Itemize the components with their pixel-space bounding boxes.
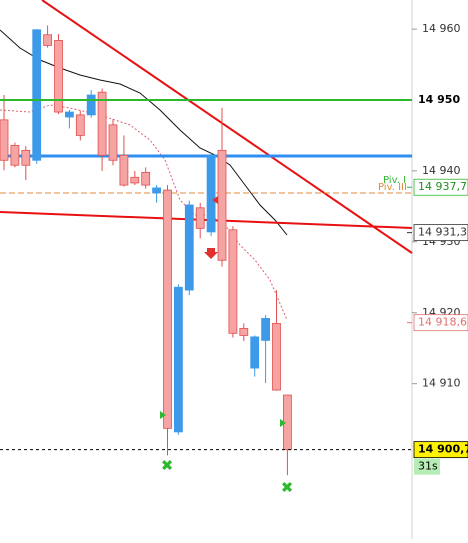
candle-body xyxy=(261,318,271,341)
candle-body xyxy=(86,94,96,116)
signal-marker xyxy=(160,411,166,419)
candle-body xyxy=(54,40,63,113)
candle-body xyxy=(43,34,52,46)
price-label: 14 937,7 xyxy=(418,180,467,193)
candle-body xyxy=(0,119,9,161)
cross-marker: ✖ xyxy=(281,479,294,497)
cross-marker: ✖ xyxy=(161,457,174,475)
price-tag xyxy=(413,314,468,332)
price-tag xyxy=(414,91,468,108)
signal-marker xyxy=(212,196,218,204)
candle-body xyxy=(250,336,260,369)
candle-body xyxy=(272,322,281,391)
candle-body xyxy=(10,144,20,166)
trendline xyxy=(0,211,413,229)
candle-body xyxy=(239,327,249,336)
moving-average xyxy=(0,29,288,236)
candle-body xyxy=(217,149,227,261)
price-label: 14 931,3 xyxy=(418,226,467,239)
y-tick-label: 14 910 xyxy=(422,377,461,390)
candle-body xyxy=(97,91,107,156)
pivot-label: Piv. III xyxy=(378,182,407,193)
candle-body xyxy=(32,29,42,161)
candle-body xyxy=(173,286,183,433)
price-label: 14 950 xyxy=(418,93,460,106)
sell-arrow xyxy=(204,248,218,259)
candle-body xyxy=(206,154,216,233)
candle-body xyxy=(152,187,162,194)
candle-body xyxy=(163,189,172,429)
price-label: 14 900,7 xyxy=(418,443,468,456)
price-tag xyxy=(413,178,468,196)
pivot-label: Piv. I xyxy=(383,175,406,186)
candle-body xyxy=(195,207,205,229)
price-tag xyxy=(413,441,468,459)
candles xyxy=(0,25,412,476)
candle-body xyxy=(184,204,194,291)
candle-body xyxy=(141,171,151,186)
signal-marker xyxy=(280,419,286,427)
trendline xyxy=(41,0,413,254)
candle-body xyxy=(108,124,118,161)
candle-body xyxy=(21,149,31,166)
y-tick-label: 14 960 xyxy=(422,22,461,35)
y-tick-label: 14 940 xyxy=(422,164,461,177)
candle-body xyxy=(228,229,238,334)
price-tag xyxy=(413,224,468,242)
timer-label: 31s xyxy=(418,460,438,473)
candle-body xyxy=(119,154,129,186)
candle-body xyxy=(130,176,140,184)
price-label: 14 918,6 xyxy=(418,316,467,329)
candle-body xyxy=(65,111,74,118)
timer-tag xyxy=(414,458,440,475)
candle-body xyxy=(75,114,85,136)
